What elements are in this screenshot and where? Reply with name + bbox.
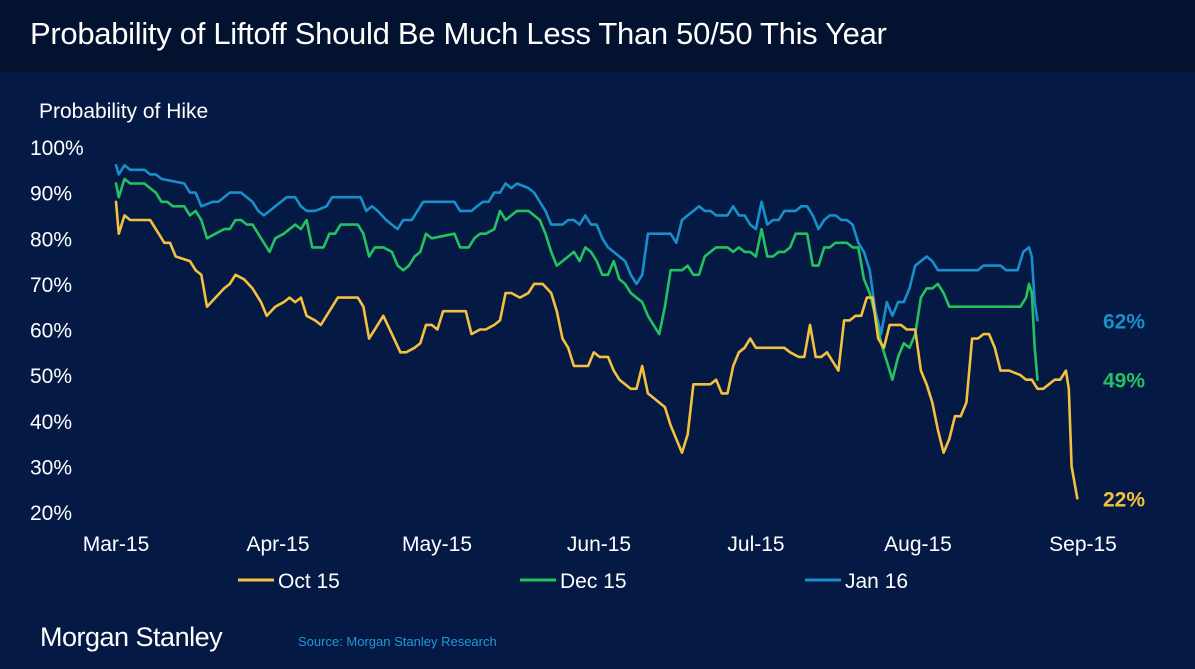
y-tick-labels: 100% 90% 80% 70% 60% 50% 40% 30% 20%	[30, 137, 84, 525]
series-end-labels: 22% 49% 62%	[1103, 310, 1145, 511]
x-tick-label: Jul-15	[727, 533, 784, 556]
end-label-dec-15: 49%	[1103, 370, 1145, 393]
y-tick-label: 100%	[30, 137, 84, 160]
legend-label: Oct 15	[278, 570, 340, 593]
y-tick-label: 80%	[30, 228, 72, 251]
legend-label: Dec 15	[560, 570, 627, 593]
title-bar: Probability of Liftoff Should Be Much Le…	[0, 0, 1195, 72]
source-note: Source: Morgan Stanley Research	[298, 634, 497, 649]
y-tick-label: 70%	[30, 274, 72, 297]
y-axis-label: Probability of Hike	[39, 100, 208, 123]
legend-label: Jan 16	[845, 570, 908, 593]
x-tick-label: Jun-15	[567, 533, 631, 556]
y-tick-label: 40%	[30, 411, 72, 434]
page-title: Probability of Liftoff Should Be Much Le…	[30, 16, 887, 51]
end-label-jan-16: 62%	[1103, 310, 1145, 333]
chart-area: Probability of Hike 100% 90% 80% 70% 60% 50% 4…	[0, 72, 1195, 669]
x-tick-label: Apr-15	[246, 533, 309, 556]
y-tick-label: 90%	[30, 183, 72, 206]
y-tick-label: 30%	[30, 456, 72, 479]
series-line-dec-15	[114, 177, 1039, 381]
x-tick-label: Sep-15	[1049, 533, 1117, 556]
legend: Oct 15 Dec 15 Jan 16	[238, 570, 908, 593]
series-line-oct-15	[114, 200, 1079, 500]
series-lines	[114, 164, 1079, 500]
morgan-stanley-logo: Morgan Stanley	[40, 622, 223, 652]
series-line-jan-16	[114, 164, 1039, 336]
x-tick-label: Aug-15	[884, 533, 952, 556]
y-tick-label: 50%	[30, 365, 72, 388]
x-tick-label: Mar-15	[83, 533, 150, 556]
x-tick-labels: Mar-15 Apr-15 May-15 Jun-15 Jul-15 Aug-15 Sep-…	[83, 533, 1117, 556]
y-tick-label: 60%	[30, 320, 72, 343]
x-tick-label: May-15	[402, 533, 472, 556]
end-label-oct-15: 22%	[1103, 488, 1145, 511]
line-chart: Probability of Hike 100% 90% 80% 70% 60% 50% 4…	[30, 100, 1145, 593]
y-tick-label: 20%	[30, 502, 72, 525]
